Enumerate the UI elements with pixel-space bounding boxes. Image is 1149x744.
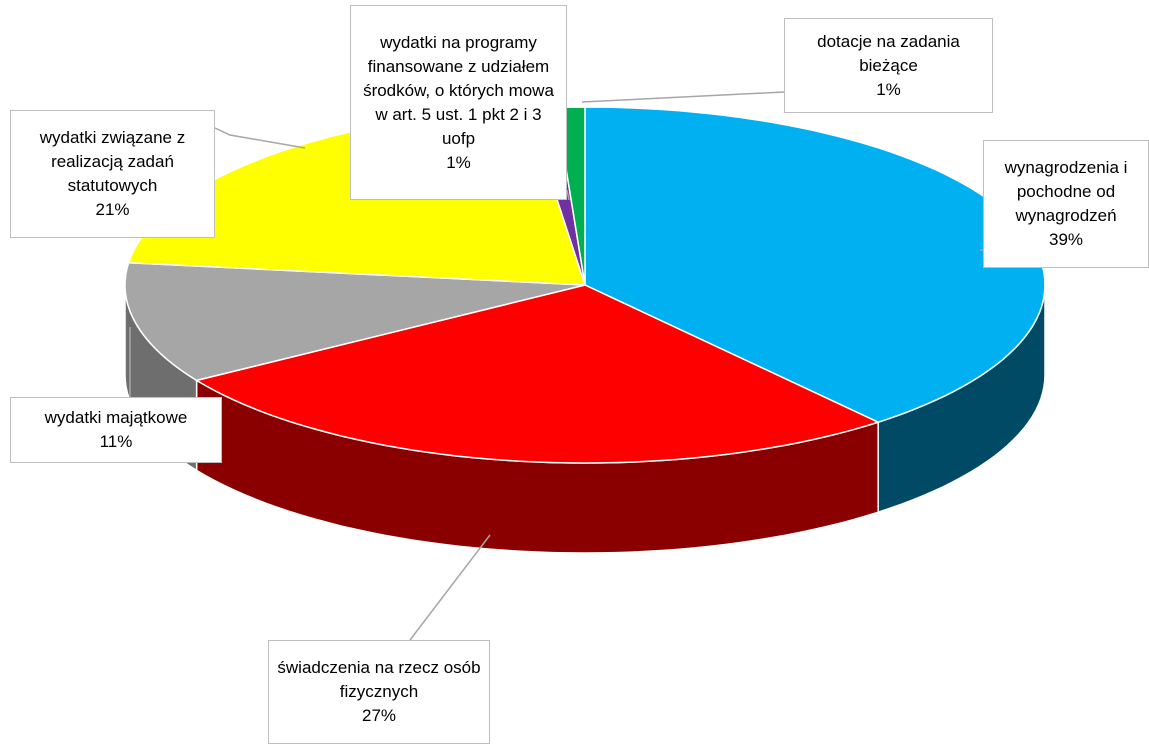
label-value: 1%: [876, 79, 901, 99]
leader-line: [214, 127, 306, 149]
slice: [194, 284, 881, 464]
data-label: wynagrodzenia i pochodne od wynagrodzeń 3…: [983, 140, 1149, 268]
label-category: wydatki związane z realizacją zadań stat…: [39, 128, 186, 195]
label-category: świadczenia na rzecz osób fizycznych: [277, 658, 481, 701]
data-label: wydatki na programy finansowane z udział…: [350, 5, 567, 200]
slice: [124, 261, 586, 382]
label-value: 21%: [95, 200, 130, 219]
label-category: wydatki majątkowe: [44, 408, 188, 427]
data-label: dotacje na zadania bieżące 1%: [784, 18, 993, 113]
label-category: dotacje na zadania bieżące: [817, 31, 960, 75]
data-label: wydatki związane z realizacją zadań stat…: [10, 110, 215, 238]
label-value: 39%: [1048, 230, 1084, 249]
leader-line: [581, 91, 785, 103]
leader-line: [566, 189, 570, 201]
label-category: wynagrodzenia i pochodne od wynagrodzeń: [1004, 158, 1128, 225]
label-value: 1%: [446, 152, 471, 172]
data-label: wydatki majątkowe 11%: [10, 397, 222, 463]
data-label: świadczenia na rzecz osób fizycznych 27%: [268, 640, 490, 744]
label-value: 11%: [99, 432, 133, 451]
leader-line: [409, 534, 491, 641]
label-value: 27%: [361, 706, 397, 725]
label-category: wydatki na programy finansowane z udział…: [363, 32, 554, 148]
